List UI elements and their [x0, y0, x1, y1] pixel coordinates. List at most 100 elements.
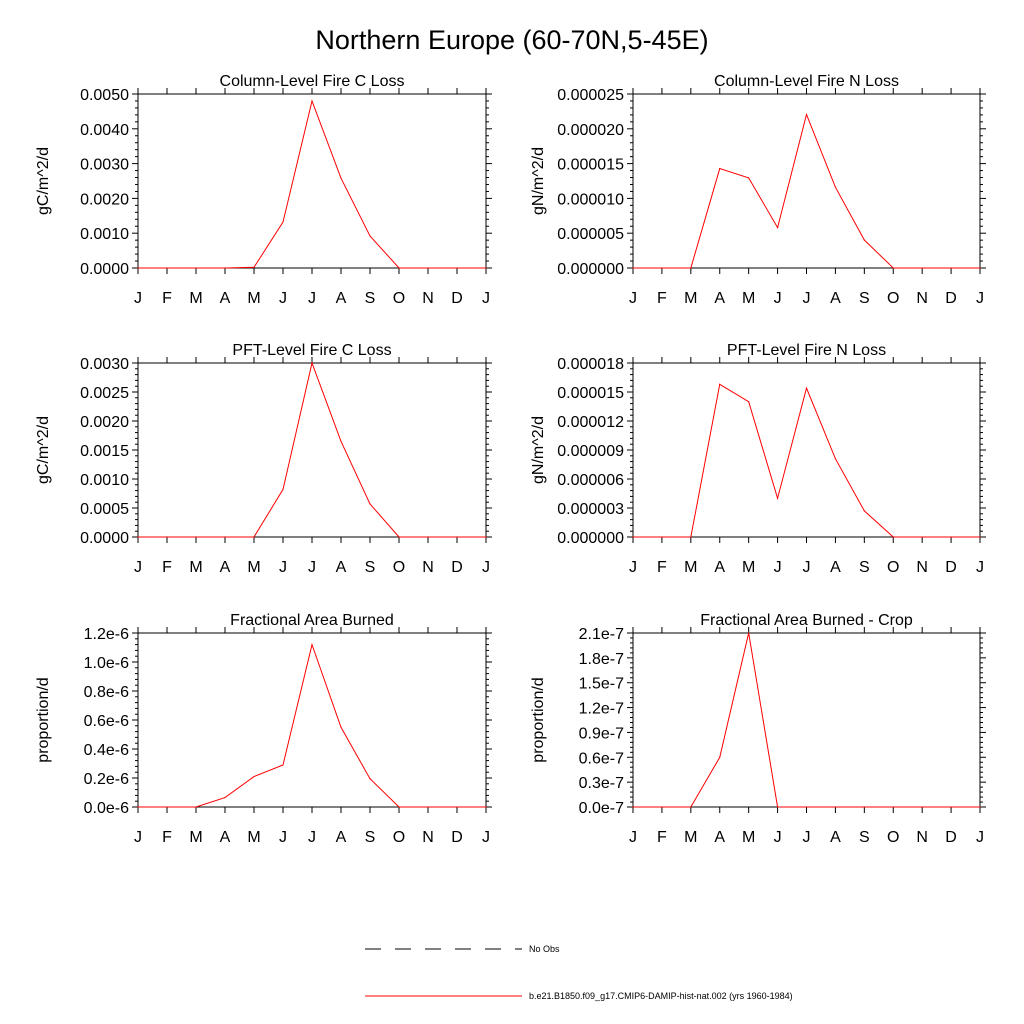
data-point: [863, 510, 865, 512]
data-point: [456, 536, 458, 538]
chart-panel-2: Column-Level Fire N Loss gN/m^2/d 0.000000…: [530, 73, 986, 307]
legend-label: No Obs: [529, 944, 560, 954]
x-tick-label: A: [336, 290, 347, 307]
data-point: [690, 267, 692, 269]
x-tick-label: D: [945, 559, 957, 576]
x-tick-label: S: [859, 829, 870, 846]
panel-title: PFT-Level Fire N Loss: [727, 342, 886, 359]
x-tick-label: M: [189, 559, 202, 576]
x-tick-label: J: [308, 829, 316, 846]
panel-title: Column-Level Fire C Loss: [220, 73, 405, 90]
data-point: [748, 401, 750, 403]
chart-panel-3: PFT-Level Fire C Loss gC/m^2/d 0.0000 0.000…: [35, 342, 492, 576]
data-point: [485, 536, 487, 538]
plot-frame: [137, 93, 487, 269]
y-tick-label: 1.0e-6: [84, 655, 129, 672]
data-point: [166, 267, 168, 269]
x-tick-label: S: [859, 290, 870, 307]
x-tick-label: F: [657, 559, 667, 576]
y-tick-label: 0.4e-6: [84, 742, 129, 759]
data-point: [137, 806, 139, 808]
data-point: [979, 806, 981, 808]
data-point: [632, 536, 634, 538]
y-axis-label: proportion/d: [530, 677, 547, 762]
y-axis-label: gC/m^2/d: [35, 416, 52, 484]
data-point: [485, 267, 487, 269]
panel-title: Fractional Area Burned - Crop: [700, 612, 913, 629]
y-tick-label: 1.2e-7: [579, 701, 624, 718]
x-tick-label: A: [830, 559, 841, 576]
series-line: [138, 642, 486, 808]
data-point: [485, 806, 487, 808]
data-point: [950, 536, 952, 538]
y-tick-label: 1.8e-7: [579, 651, 624, 668]
y-tick-label: 0.6e-6: [84, 713, 129, 730]
data-point: [834, 806, 837, 808]
y-tick-label: 0.8e-6: [84, 684, 129, 701]
x-tick-label: J: [482, 290, 490, 307]
data-point: [805, 113, 808, 116]
x-tick-label: J: [134, 290, 142, 307]
x-tick-label: N: [422, 290, 434, 307]
data-point: [921, 267, 923, 269]
x-tick-label: J: [482, 559, 490, 576]
data-point: [661, 806, 663, 808]
data-point: [632, 806, 634, 808]
plot-frame: [632, 632, 981, 808]
chart-panel-5: Fractional Area Burned proportion/d 0.0e-6…: [35, 612, 492, 846]
x-tick-label: D: [945, 829, 957, 846]
x-tick-label: J: [803, 559, 811, 576]
x-tick-label: J: [482, 829, 490, 846]
data-point: [776, 497, 779, 499]
data-point: [369, 235, 371, 237]
data-point: [282, 764, 284, 766]
series-line: [633, 383, 980, 538]
x-tick-label: N: [422, 559, 434, 576]
data-point: [719, 756, 721, 758]
x-tick-label: M: [189, 290, 202, 307]
data-point: [661, 267, 663, 269]
data-point: [690, 806, 692, 808]
data-point: [776, 806, 779, 808]
y-tick-label: 0.000009: [557, 443, 624, 460]
x-tick-label: J: [774, 829, 782, 846]
data-point: [863, 239, 865, 241]
x-tick-label: M: [189, 829, 202, 846]
data-point: [456, 806, 458, 808]
y-tick-label: 1.5e-7: [579, 676, 624, 693]
data-point: [253, 775, 255, 778]
legend: No Obs b.e21.B1850.f09_g17.CMIP6-DAMIP-hi…: [365, 944, 793, 1001]
data-point: [979, 267, 981, 269]
x-tick-label: A: [336, 559, 347, 576]
x-tick-label: J: [279, 290, 287, 307]
y-axis-label: gN/m^2/d: [530, 416, 547, 484]
data-point: [224, 796, 226, 799]
x-tick-label: O: [393, 559, 405, 576]
data-point: [921, 806, 923, 808]
x-tick-label: A: [714, 829, 725, 846]
plot-frame: [137, 362, 487, 538]
x-tick-label: A: [220, 290, 231, 307]
data-point: [690, 536, 692, 538]
data-point: [834, 186, 837, 188]
data-point: [427, 267, 429, 269]
data-point: [253, 266, 255, 268]
series-line: [633, 632, 980, 808]
chart-panel-6: Fractional Area Burned - Crop proportion/…: [530, 612, 986, 846]
x-tick-label: O: [393, 829, 405, 846]
plot-frame: [137, 632, 487, 808]
data-point: [166, 806, 168, 808]
data-point: [427, 806, 429, 808]
x-tick-label: F: [162, 290, 172, 307]
data-point: [398, 536, 400, 538]
data-point: [863, 806, 865, 808]
data-point: [311, 644, 313, 646]
data-point: [748, 632, 750, 634]
data-point: [340, 177, 342, 179]
legend-label: b.e21.B1850.f09_g17.CMIP6-DAMIP-hist-nat…: [529, 991, 793, 1001]
x-tick-label: J: [308, 559, 316, 576]
x-tick-label: J: [976, 290, 984, 307]
x-tick-label: N: [916, 829, 928, 846]
data-point: [282, 488, 284, 491]
data-point: [892, 806, 894, 808]
